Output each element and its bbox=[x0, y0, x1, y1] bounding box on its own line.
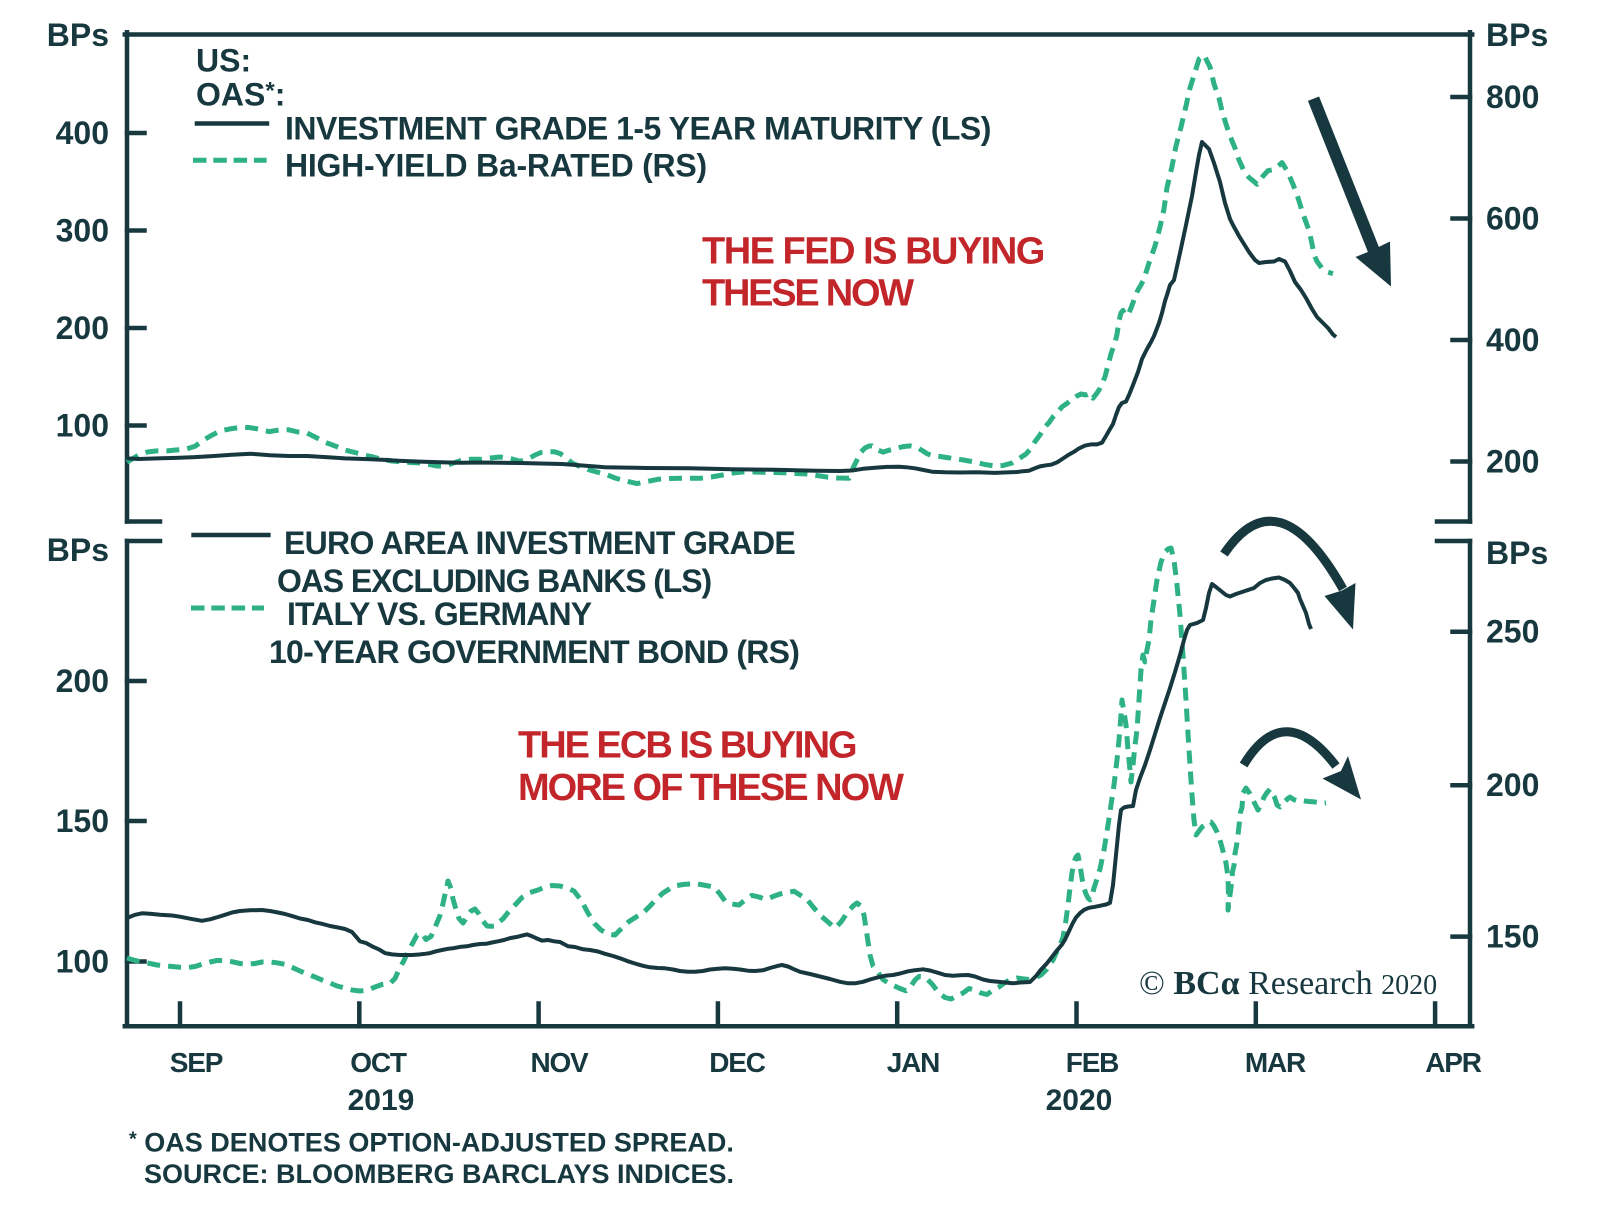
svg-text:HIGH-YIELD Ba-RATED (RS): HIGH-YIELD Ba-RATED (RS) bbox=[285, 148, 707, 184]
svg-text:MAR: MAR bbox=[1245, 1047, 1306, 1078]
svg-text:2019: 2019 bbox=[348, 1084, 415, 1117]
svg-text:EURO AREA INVESTMENT GRADE: EURO AREA INVESTMENT GRADE bbox=[284, 525, 795, 561]
svg-text:100: 100 bbox=[56, 408, 109, 444]
svg-text:BPs: BPs bbox=[1486, 535, 1548, 571]
svg-text:BPs: BPs bbox=[47, 532, 109, 568]
svg-text:SEP: SEP bbox=[170, 1047, 223, 1078]
svg-text:2020: 2020 bbox=[1046, 1084, 1113, 1117]
svg-text:150: 150 bbox=[56, 803, 109, 839]
svg-text:OCT: OCT bbox=[350, 1047, 407, 1078]
svg-text:DEC: DEC bbox=[709, 1047, 765, 1078]
svg-text:300: 300 bbox=[56, 213, 109, 249]
svg-text:© BCα Research 2020: © BCα Research 2020 bbox=[1139, 965, 1437, 1002]
svg-text:250: 250 bbox=[1486, 614, 1539, 650]
svg-text:400: 400 bbox=[56, 115, 109, 151]
svg-text:* OAS DENOTES OPTION-ADJUSTED: * OAS DENOTES OPTION-ADJUSTED SPREAD. bbox=[129, 1128, 734, 1158]
svg-text:FEB: FEB bbox=[1066, 1047, 1118, 1078]
svg-text:MORE OF THESE NOW: MORE OF THESE NOW bbox=[518, 767, 904, 809]
svg-text:400: 400 bbox=[1486, 322, 1539, 358]
svg-text:ITALY VS. GERMANY: ITALY VS. GERMANY bbox=[287, 596, 592, 632]
svg-text:JAN: JAN bbox=[887, 1047, 939, 1078]
svg-text:600: 600 bbox=[1486, 201, 1539, 237]
svg-text:US:: US: bbox=[196, 43, 251, 79]
svg-text:THESE NOW: THESE NOW bbox=[702, 273, 914, 315]
svg-text:200: 200 bbox=[1486, 444, 1539, 480]
svg-text:800: 800 bbox=[1486, 79, 1539, 115]
svg-text:BPs: BPs bbox=[47, 17, 109, 53]
svg-text:200: 200 bbox=[1486, 767, 1539, 803]
svg-text:SOURCE: BLOOMBERG BARCLAYS IND: SOURCE: BLOOMBERG BARCLAYS INDICES. bbox=[144, 1159, 734, 1189]
svg-text:200: 200 bbox=[56, 310, 109, 346]
svg-text:10-YEAR GOVERNMENT BOND (RS): 10-YEAR GOVERNMENT BOND (RS) bbox=[269, 634, 799, 670]
svg-text:THE ECB IS BUYING: THE ECB IS BUYING bbox=[518, 724, 856, 766]
svg-text:BPs: BPs bbox=[1486, 17, 1548, 53]
svg-text:200: 200 bbox=[56, 663, 109, 699]
svg-text:INVESTMENT GRADE 1-5 YEAR MATU: INVESTMENT GRADE 1-5 YEAR MATURITY (LS) bbox=[285, 111, 991, 147]
svg-text:150: 150 bbox=[1486, 919, 1539, 955]
svg-text:THE FED IS BUYING: THE FED IS BUYING bbox=[702, 231, 1044, 273]
svg-text:APR: APR bbox=[1425, 1047, 1481, 1078]
svg-text:100: 100 bbox=[56, 944, 109, 980]
svg-text:NOV: NOV bbox=[530, 1047, 589, 1078]
svg-text:OAS EXCLUDING BANKS (LS): OAS EXCLUDING BANKS (LS) bbox=[277, 563, 711, 599]
